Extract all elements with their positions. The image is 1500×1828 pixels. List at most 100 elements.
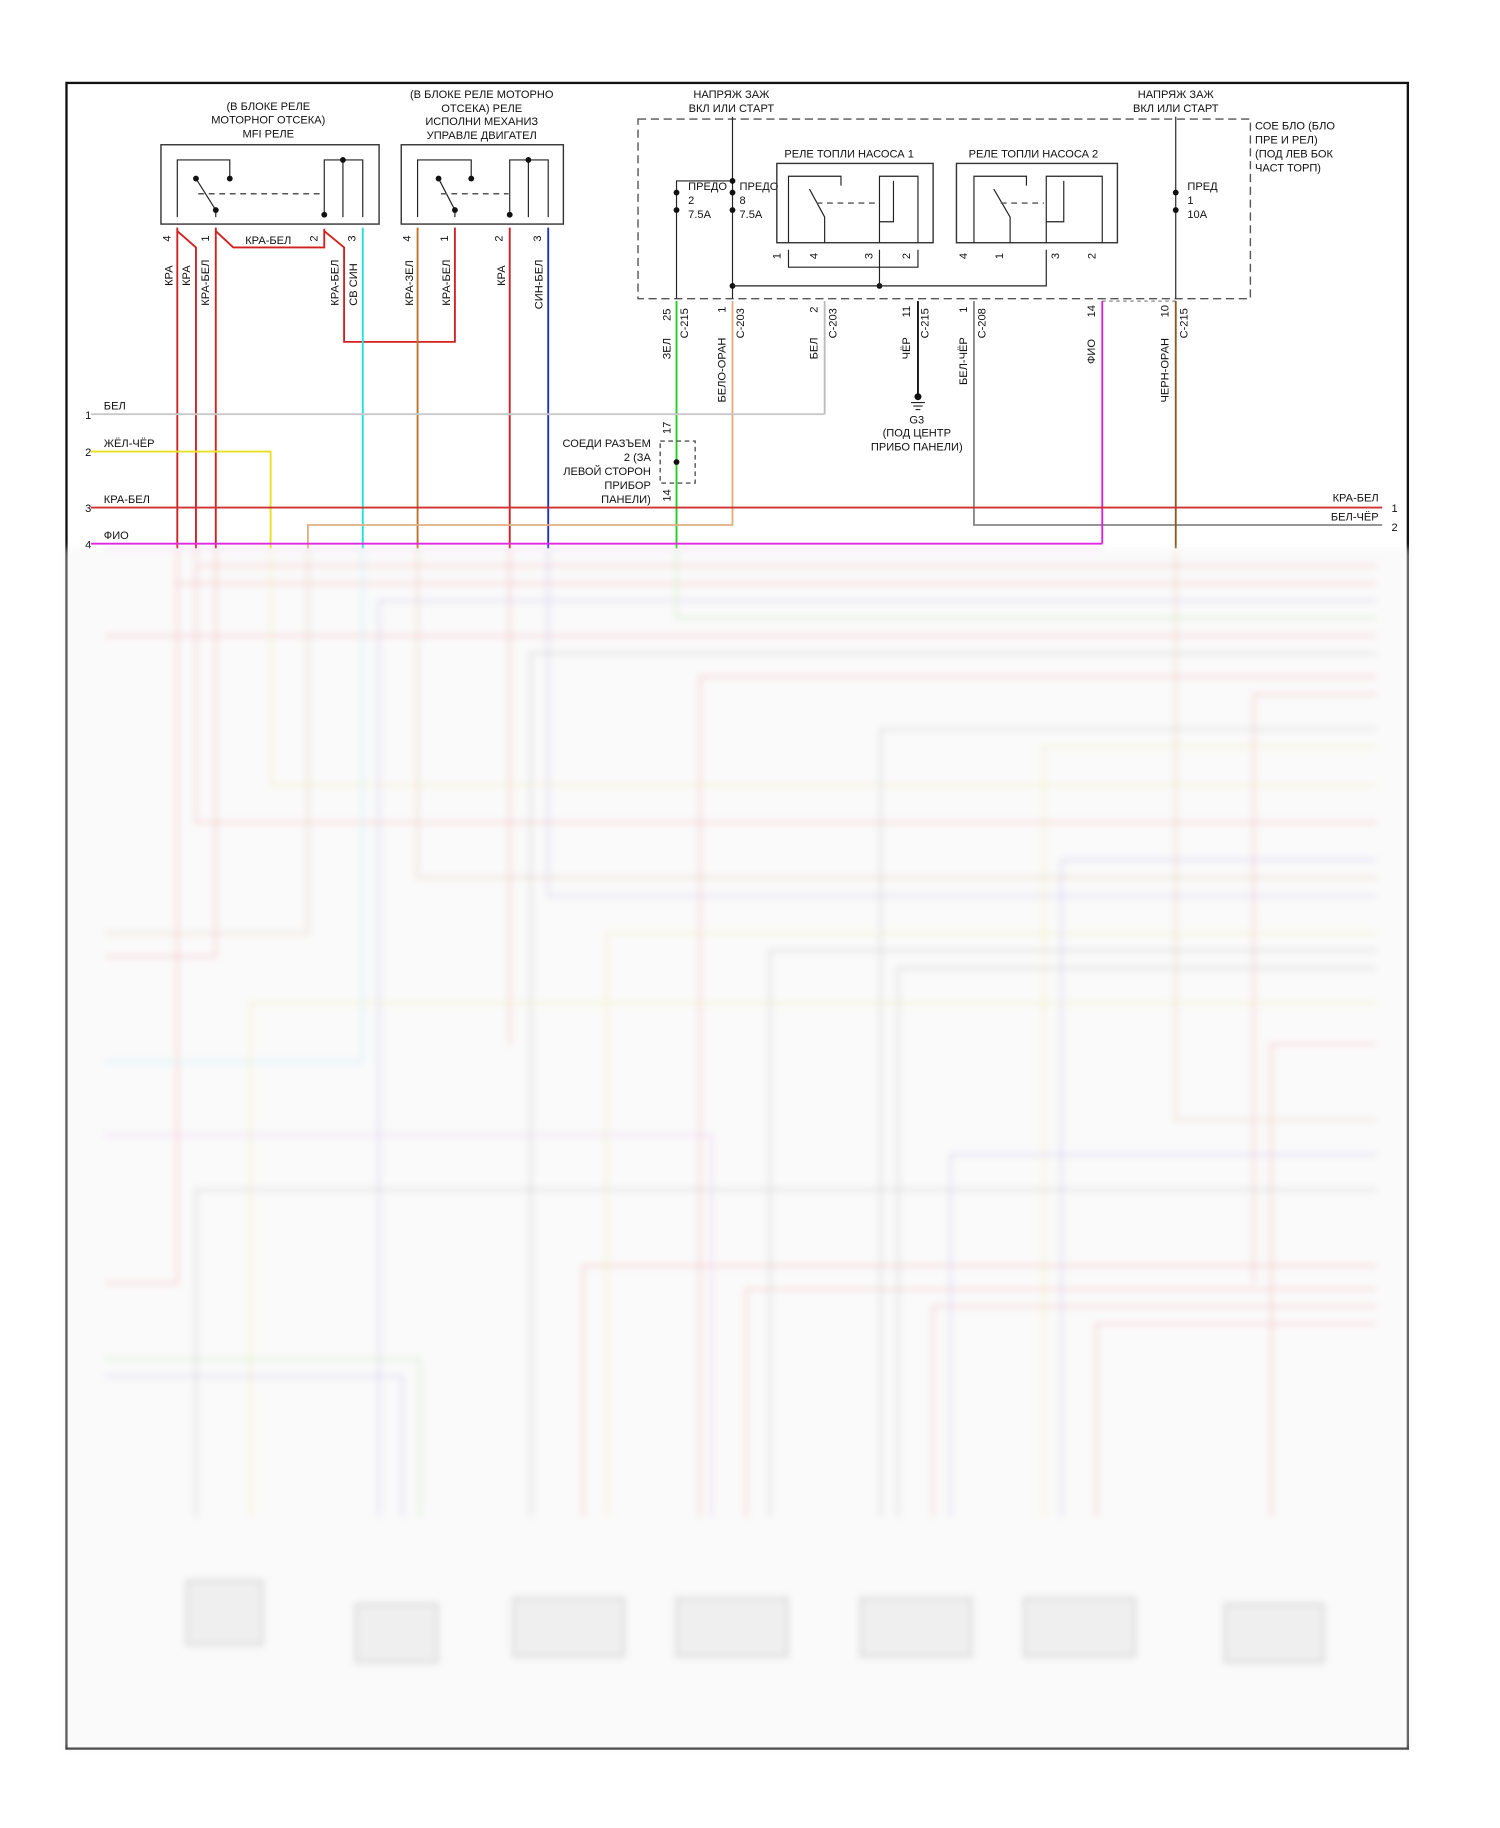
label: НАПРЯЖ ЗАЖ — [1138, 89, 1215, 101]
label: ЖЁЛ-ЧЁР — [104, 438, 155, 450]
fuel-pump-relay-1: РЕЛЕ ТОПЛИ НАСОСА 1 1 4 3 2 — [732, 149, 1047, 287]
label: РЕЛЕ ТОПЛИ НАСОСА 1 — [784, 149, 914, 161]
label: ФИО — [1086, 339, 1098, 364]
label: ПРЕ И РЕЛ) — [1255, 135, 1318, 147]
label: 4 — [161, 235, 173, 241]
label: КРА-БЕЛ — [1333, 493, 1379, 505]
inline-connector-2: 17 14 СОЕДИ РАЗЪЕМ 2 (ЗА ЛЕВОЙ СТОРОН ПР… — [563, 422, 696, 506]
label: СОЕ БЛО (БЛО — [1255, 121, 1335, 133]
label: G3 — [909, 415, 924, 427]
label: 4 — [809, 253, 821, 259]
engine-control-relay: (В БЛОКЕ РЕЛЕ МОТОРНО ОТСЕКА) РЕЛЕ ИСПОЛ… — [400, 89, 565, 242]
fuse-2: ПРЕДО 2 7.5A — [688, 181, 727, 221]
label: 4 — [958, 253, 970, 259]
label: КРА-БЕЛ — [245, 235, 291, 247]
label: 1 — [994, 253, 1006, 259]
label: ЗЕЛ — [662, 338, 674, 359]
label: СИН-БЕЛ — [533, 260, 545, 310]
label: КРА-БЕЛ — [104, 494, 150, 506]
label: 3 — [532, 235, 544, 241]
ground-g3: G3 (ПОД ЦЕНТР ПРИБО ПАНЕЛИ) — [871, 393, 963, 453]
label: C-215 — [679, 308, 691, 338]
label: КРА — [181, 265, 193, 286]
label: 1 — [1392, 503, 1398, 515]
label: ЧАСТ ТОРП) — [1255, 163, 1321, 175]
label: (В БЛОКЕ РЕЛЕ МОТОРНО — [410, 89, 554, 101]
label: 3 — [1050, 253, 1062, 259]
label: СВ СИН — [348, 263, 360, 305]
fuel-pump-relay-2: РЕЛЕ ТОПЛИ НАСОСА 2 4 1 3 2 — [955, 149, 1119, 259]
label: (В БЛОКЕ РЕЛЕ — [226, 101, 310, 113]
label: БЕЛ-ЧЁР — [1331, 511, 1379, 523]
label: БЕЛ — [104, 401, 126, 413]
label: 2 — [494, 235, 506, 241]
label: ПАНЕЛИ) — [601, 494, 651, 506]
label: 1 — [717, 307, 729, 313]
blurred-lower-diagram — [64, 547, 1412, 1750]
fuse-8: ПРЕДО 8 7.5A — [740, 181, 779, 221]
label: 2 — [901, 253, 913, 259]
label: ПРЕДО — [740, 181, 779, 193]
label: MFI РЕЛЕ — [242, 129, 294, 141]
label: 3 — [347, 235, 359, 241]
label: ПРЕД — [1187, 181, 1218, 193]
connector-labels: 25 C-215 ЗЕЛ 1 C-203 БЕЛО-ОРАН 2 C-203 Б… — [662, 305, 1191, 402]
label: C-215 — [919, 308, 931, 338]
label: 14 — [662, 489, 674, 501]
label: 2 — [1086, 253, 1098, 259]
label: СОЕДИ РАЗЪЕМ — [563, 438, 651, 450]
label: 8 — [740, 195, 746, 207]
label: РЕЛЕ ТОПЛИ НАСОСА 2 — [969, 149, 1099, 161]
label: КРА-ЗЕЛ — [404, 260, 416, 306]
mfi-relay: (В БЛОКЕ РЕЛЕ МОТОРНОГ ОТСЕКА) MFI РЕЛЕ … — [160, 101, 380, 247]
fuse-1: ПРЕД 1 10A — [1187, 181, 1218, 221]
label: ЧЕРН-ОРАН — [1160, 338, 1172, 403]
label: C-203 — [827, 308, 839, 338]
label: КРА-БЕЛ — [200, 260, 212, 306]
label: ФИО — [104, 530, 129, 542]
label: 2 — [1392, 522, 1398, 534]
label: C-208 — [977, 308, 989, 338]
label: ЧЁР — [901, 337, 913, 359]
label: 1 — [200, 235, 212, 241]
label: 2 — [85, 447, 91, 459]
label: (ПОД ЦЕНТР — [883, 427, 951, 439]
label: КРА-БЕЛ — [329, 260, 341, 306]
label: КРА-БЕЛ — [441, 260, 453, 306]
label: 1 — [958, 307, 970, 313]
label: 4 — [402, 235, 414, 241]
label: 1 — [85, 410, 91, 422]
label: 10 — [1160, 305, 1172, 317]
label: ОТСЕКА) РЕЛЕ — [441, 103, 522, 115]
connector-wires: 25 C-215 ЗЕЛ 1 C-203 БЕЛО-ОРАН 2 C-203 Б… — [306, 300, 1383, 549]
label: C-203 — [735, 308, 747, 338]
label: 3 — [863, 253, 875, 259]
label: ПРЕДО — [688, 181, 727, 193]
label: БЕЛО-ОРАН — [717, 338, 729, 403]
bus-lines: 1 БЕЛ 2 ЖЁЛ-ЧЁР 3 КРА-БЕЛ 4 ФИО КРА-БЕЛ 1 БЕЛ… — [85, 401, 1398, 552]
label: 2 (ЗА — [624, 452, 652, 464]
label: 14 — [1086, 305, 1098, 317]
label: БЕЛ — [809, 337, 821, 359]
label: ИСПОЛНИ МЕХАНИЗ — [425, 116, 538, 128]
label: 11 — [901, 306, 913, 317]
label: 25 — [662, 309, 674, 321]
label: 1 — [439, 235, 451, 241]
label: 17 — [662, 422, 674, 434]
label: 10A — [1187, 209, 1207, 221]
label: 7.5A — [740, 209, 763, 221]
junction-block: НАПРЯЖ ЗАЖ ВКЛ ИЛИ СТАРТ НАПРЯЖ ЗАЖ ВКЛ … — [637, 89, 1335, 300]
label: 4 — [85, 539, 91, 551]
label: 2 — [688, 195, 694, 207]
label: УПРАВЛЕ ДВИГАТЕЛ — [427, 130, 537, 142]
label: МОТОРНОГ ОТСЕКА) — [211, 115, 325, 127]
label: КРА — [164, 265, 176, 286]
label: ЛЕВОЙ СТОРОН — [563, 465, 651, 478]
label: ПРИБОР — [604, 480, 650, 492]
label: C-215 — [1178, 308, 1190, 338]
left-wires: КРА КРА КРА-БЕЛ КРА-БЕЛ СВ СИН КРА-ЗЕЛ К… — [164, 227, 550, 549]
label: 3 — [85, 503, 91, 515]
label: БЕЛ-ЧЁР — [958, 337, 970, 385]
label: 1 — [1187, 195, 1193, 207]
label: 2 — [308, 235, 320, 241]
